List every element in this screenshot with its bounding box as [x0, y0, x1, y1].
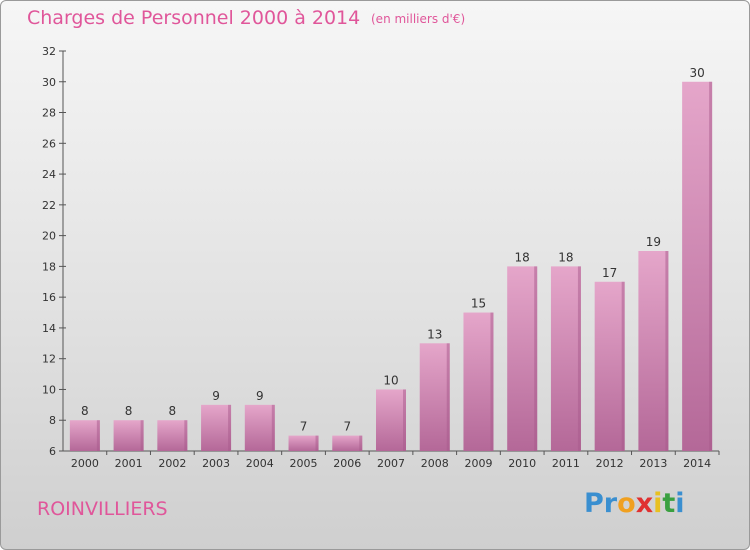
data-label: 30	[689, 66, 704, 80]
y-tick-label: 20	[42, 230, 56, 243]
bar-shade	[184, 420, 188, 451]
bar	[376, 389, 406, 451]
data-label: 9	[256, 389, 264, 403]
y-tick-label: 16	[42, 291, 56, 304]
x-tick-label: 2002	[158, 457, 186, 470]
x-tick-label: 2013	[639, 457, 667, 470]
x-tick-label: 2005	[290, 457, 318, 470]
x-tick-label: 2014	[683, 457, 711, 470]
bar	[594, 281, 625, 451]
bar	[157, 420, 188, 451]
logo-letter: r	[603, 488, 618, 519]
bar	[69, 420, 100, 451]
data-label: 9	[212, 389, 220, 403]
bar-shade	[621, 281, 625, 451]
bar-shade	[96, 420, 100, 451]
bar-shade	[228, 404, 232, 451]
y-tick-label: 24	[42, 168, 56, 181]
x-tick-label: 2008	[421, 457, 449, 470]
data-label: 8	[169, 404, 177, 418]
bar-shade	[271, 404, 275, 451]
bar	[638, 251, 669, 451]
bar-shade	[490, 312, 494, 451]
y-tick-label: 14	[42, 322, 56, 335]
bar	[113, 420, 144, 451]
bar-shade	[577, 266, 581, 451]
logo-letter: i	[653, 488, 663, 519]
bar	[682, 81, 713, 452]
bar-shade	[534, 266, 538, 451]
data-label: 10	[383, 373, 398, 387]
x-tick-label: 2001	[115, 457, 143, 470]
x-tick-label: 2006	[333, 457, 361, 470]
y-tick-label: 26	[42, 137, 56, 150]
bar-shade	[403, 389, 406, 451]
proxiti-logo: Proxiti	[584, 488, 685, 519]
bar-shade	[359, 435, 363, 451]
x-tick-label: 2009	[464, 457, 492, 470]
y-tick-label: 22	[42, 199, 56, 212]
logo-letter: x	[635, 488, 654, 519]
x-tick-label: 2004	[246, 457, 274, 470]
bar	[332, 435, 363, 451]
logo-letter: i	[675, 488, 685, 519]
chart-subtitle: (en milliers d'€)	[371, 12, 466, 26]
bar-shade	[446, 343, 450, 451]
y-tick-label: 12	[42, 353, 56, 366]
x-tick-label: 2007	[377, 457, 405, 470]
bar	[419, 343, 450, 451]
bar	[463, 312, 494, 451]
x-tick-label: 2003	[202, 457, 230, 470]
bar	[288, 435, 319, 451]
y-tick-label: 6	[49, 445, 56, 458]
bar-shade	[140, 420, 144, 451]
bar	[550, 266, 581, 451]
data-label: 8	[81, 404, 89, 418]
y-tick-label: 28	[42, 107, 56, 120]
x-tick-label: 2000	[71, 457, 99, 470]
x-tick-label: 2010	[508, 457, 536, 470]
data-label: 19	[646, 235, 661, 249]
bar	[201, 404, 232, 451]
logo-letter: P	[584, 488, 604, 519]
y-tick-label: 32	[42, 45, 56, 58]
data-label: 7	[343, 420, 351, 434]
data-label: 15	[471, 297, 486, 311]
y-tick-label: 18	[42, 260, 56, 273]
y-tick-label: 8	[49, 414, 56, 427]
bar-shade	[315, 435, 319, 451]
logo-letter: t	[662, 488, 676, 519]
logo-letter: o	[617, 488, 636, 519]
data-label: 18	[515, 250, 530, 264]
data-label: 7	[300, 420, 308, 434]
bar	[507, 266, 538, 451]
data-label: 17	[602, 266, 617, 280]
x-tick-label: 2011	[552, 457, 580, 470]
bar	[244, 404, 275, 451]
x-tick-label: 2012	[596, 457, 624, 470]
commune-name: ROINVILLIERS	[37, 498, 168, 520]
chart-title: Charges de Personnel 2000 à 2014	[27, 7, 361, 29]
data-label: 18	[558, 250, 573, 264]
bar-shade	[665, 251, 669, 451]
data-label: 8	[125, 404, 133, 418]
data-label: 13	[427, 327, 442, 341]
bar-shade	[709, 81, 713, 452]
y-tick-label: 10	[42, 383, 56, 396]
y-tick-label: 30	[42, 76, 56, 89]
